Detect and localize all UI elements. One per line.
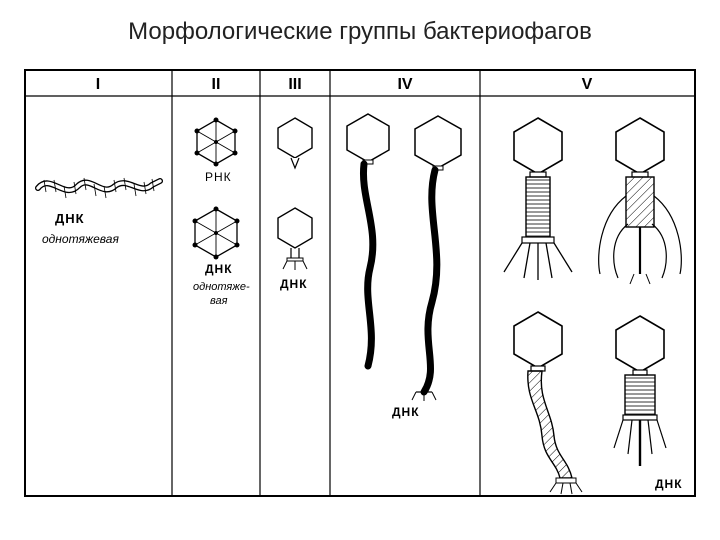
label-col3-dnk: ДНК xyxy=(280,277,308,291)
phage-filamentous xyxy=(38,178,160,198)
bacteriophage-groups-diagram: I II III IV V xyxy=(20,68,700,512)
label-col2-rnk: РНК xyxy=(205,170,232,184)
col-header-5: V xyxy=(582,76,593,93)
label-col5-dnk: ДНК xyxy=(655,477,683,491)
labels-group: ДНК однотяжевая РНК ДНК однотяже- вая ДН… xyxy=(42,170,683,491)
label-col2-dnk: ДНК xyxy=(205,262,233,276)
phage-icosahedron-dna xyxy=(193,207,240,260)
phage-longtail-1 xyxy=(347,114,389,366)
label-col2-sub1: однотяже- xyxy=(193,281,250,293)
phage-small-head-1 xyxy=(278,118,312,168)
phage-complex-2 xyxy=(599,118,682,284)
phage-small-head-2 xyxy=(278,208,312,270)
phage-complex-4 xyxy=(614,316,666,466)
label-col2-sub2: вая xyxy=(210,295,228,307)
phage-complex-1 xyxy=(504,118,572,280)
label-col1-dnk: ДНК xyxy=(55,211,85,226)
col-header-1: I xyxy=(96,76,100,93)
col-header-2: II xyxy=(212,76,221,93)
col-header-3: III xyxy=(288,76,301,93)
label-col4-dnk: ДНК xyxy=(392,405,420,419)
phage-longtail-2 xyxy=(412,116,461,401)
col-header-4: IV xyxy=(397,76,412,93)
label-col1-sub: однотяжевая xyxy=(42,232,119,246)
phage-complex-3 xyxy=(514,312,582,494)
page-title: Морфологические группы бактериофагов xyxy=(0,0,720,56)
phage-icosahedron-rna xyxy=(195,118,238,167)
